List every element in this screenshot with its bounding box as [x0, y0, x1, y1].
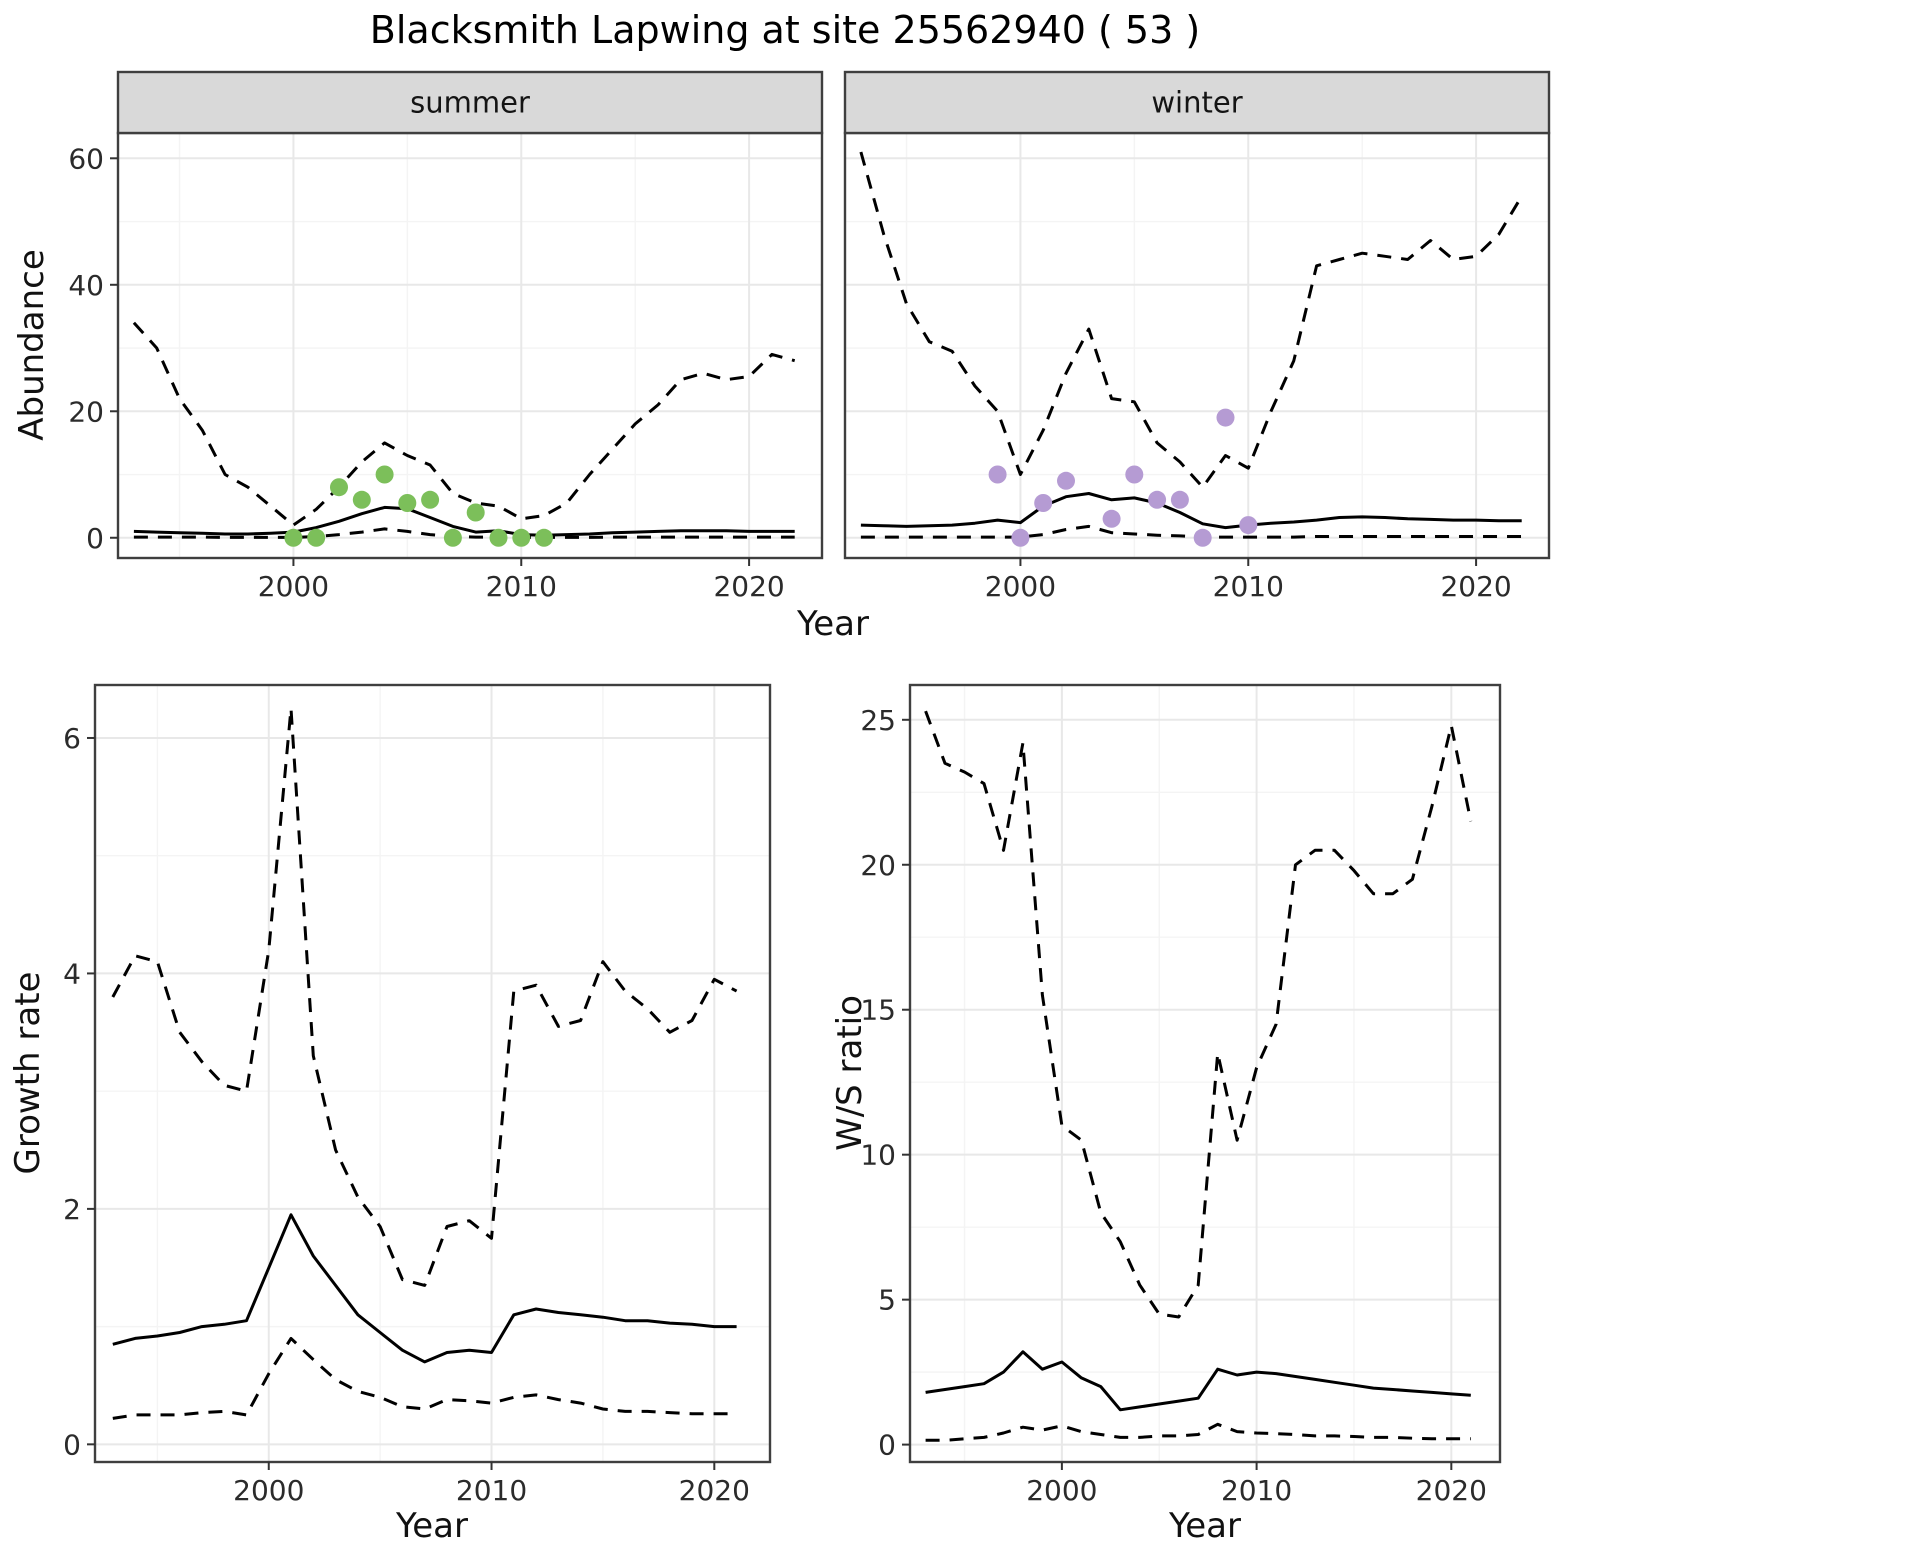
observed-point — [1193, 528, 1212, 547]
y-tick-label: 10 — [860, 1139, 896, 1172]
y-tick-label: 25 — [860, 704, 896, 737]
series-line-mean — [925, 1350, 1471, 1412]
observed-point — [988, 465, 1007, 484]
series-line-upper_95ci — [859, 151, 1523, 489]
panel-background — [845, 133, 1549, 558]
observed-point — [512, 528, 531, 547]
x-tick-label: 2020 — [1440, 570, 1511, 603]
x-tick-label: 2010 — [1221, 1474, 1292, 1507]
panel-growth-rate: 2000 2010 2020 0 2 4 6 — [63, 683, 772, 1507]
series-line-mean — [133, 505, 795, 537]
panel-abundance-winter: 2000 2010 2020 winter — [843, 70, 1551, 603]
observed-point — [1102, 509, 1121, 528]
x-tick-label: 2010 — [456, 1474, 527, 1507]
observed-point — [1034, 494, 1053, 512]
y-tick-label: 20 — [860, 849, 896, 882]
observed-point — [466, 503, 485, 522]
observed-point — [307, 528, 326, 547]
y-tick-label: 15 — [860, 994, 896, 1027]
observed-point — [398, 494, 417, 512]
x-tick-label: 2020 — [1416, 1474, 1487, 1507]
series-line-lower_95ci — [925, 1422, 1471, 1442]
series-line-upper_95ci — [924, 710, 1473, 1319]
observed-point — [1239, 516, 1258, 535]
x-tick-label: 2010 — [1213, 570, 1284, 603]
y-tick-label: 4 — [63, 957, 81, 990]
facet-strip-label: summer — [410, 86, 530, 120]
series-line-lower_95ci — [860, 524, 1522, 539]
x-tick-label: 2000 — [985, 570, 1056, 603]
panel-abundance-summer: 2000 2010 2020 0 20 40 60 summer — [68, 70, 824, 603]
ws-ratio-axis-title: W/S ratio — [830, 995, 870, 1151]
panel-background — [95, 685, 770, 1462]
y-tick-label: 40 — [68, 269, 104, 302]
ws-year-axis-title: Year — [1169, 1506, 1241, 1546]
panel-background — [118, 133, 822, 558]
panel-background — [910, 685, 1500, 1462]
y-tick-label: 0 — [63, 1428, 81, 1461]
growth-rate-axis-title: Growth rate — [8, 971, 48, 1175]
observed-point — [443, 528, 462, 547]
facet-strip-winter — [843, 70, 1551, 135]
x-tick-label: 2000 — [258, 570, 329, 603]
x-tick-label: 2000 — [1026, 1474, 1097, 1507]
observed-point — [352, 490, 371, 509]
panel-ws-ratio: 2000 2010 2020 0 5 10 15 20 25 — [860, 683, 1502, 1507]
observed-point — [1216, 408, 1235, 427]
top-year-axis-title: Year — [797, 604, 869, 644]
x-tick-label: 2010 — [486, 570, 557, 603]
x-tick-label: 2000 — [233, 1474, 304, 1507]
series-line-mean — [860, 492, 1522, 530]
observed-point — [375, 465, 394, 484]
observed-point — [1125, 465, 1144, 484]
panel-border — [93, 683, 772, 1464]
observed-point — [421, 490, 440, 509]
figure-title: Blacksmith Lapwing at site 25562940 ( 53… — [369, 8, 1201, 52]
x-tick-label: 2020 — [713, 570, 784, 603]
growth-year-axis-title: Year — [396, 1506, 468, 1546]
y-tick-label: 20 — [68, 395, 104, 428]
observed-point — [1057, 471, 1075, 490]
y-tick-label: 0 — [878, 1429, 896, 1462]
observed-point — [1148, 490, 1167, 509]
observed-point — [489, 528, 508, 547]
facet-strip-summer — [116, 70, 824, 135]
y-tick-label: 0 — [86, 522, 104, 555]
facet-strip-label: winter — [1151, 86, 1242, 120]
observed-point — [284, 528, 303, 547]
y-tick-label: 5 — [878, 1284, 896, 1317]
y-tick-label: 60 — [68, 142, 104, 175]
observed-point — [535, 528, 553, 547]
observed-point — [330, 478, 348, 497]
y-tick-label: 6 — [63, 722, 81, 755]
panel-border — [908, 683, 1502, 1464]
y-tick-label: 2 — [63, 1193, 81, 1226]
series-line-lower_95ci — [112, 1336, 737, 1420]
abundance-axis-title: Abundance — [12, 249, 52, 441]
observed-point — [1011, 528, 1030, 547]
x-tick-label: 2020 — [679, 1474, 750, 1507]
series-line-mean — [112, 1213, 737, 1364]
series-line-upper_95ci — [132, 321, 796, 527]
observed-point — [1170, 490, 1189, 509]
series-line-upper_95ci — [111, 707, 738, 1287]
